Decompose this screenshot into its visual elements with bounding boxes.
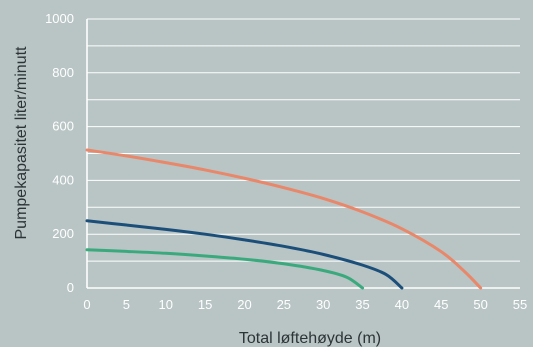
x-tick-label: 20	[237, 297, 251, 312]
x-tick-label: 0	[83, 297, 90, 312]
x-tick-label: 30	[316, 297, 330, 312]
x-tick-label: 55	[513, 297, 527, 312]
y-tick-labels: 0 200 400 600 800 1000	[45, 11, 74, 295]
x-tick-label: 35	[355, 297, 369, 312]
x-tick-label: 5	[123, 297, 130, 312]
x-tick-label: 25	[277, 297, 291, 312]
y-tick-label: 0	[67, 280, 74, 295]
y-tick-label: 800	[52, 65, 74, 80]
series-line-3	[85, 248, 365, 290]
y-tick-label: 200	[52, 226, 74, 241]
y-tick-label: 600	[52, 119, 74, 134]
grid	[86, 18, 520, 289]
x-tick-label: 45	[434, 297, 448, 312]
series-line-1	[85, 148, 483, 290]
x-tick-label: 50	[473, 297, 487, 312]
y-tick-label: 1000	[45, 11, 74, 26]
x-tick-label: 15	[198, 297, 212, 312]
x-axis-label: Total løftehøyde (m)	[239, 330, 381, 347]
x-tick-label: 10	[158, 297, 172, 312]
series-line-2	[85, 219, 404, 290]
x-tick-label: 40	[395, 297, 409, 312]
x-tick-labels: 0 5 10 15 20 25 30 35 40 45 50 55	[83, 297, 527, 312]
y-tick-label: 400	[52, 172, 74, 187]
y-axis-label: Pumpekapasitet liter/minutt	[13, 46, 30, 240]
series-group	[85, 148, 483, 290]
